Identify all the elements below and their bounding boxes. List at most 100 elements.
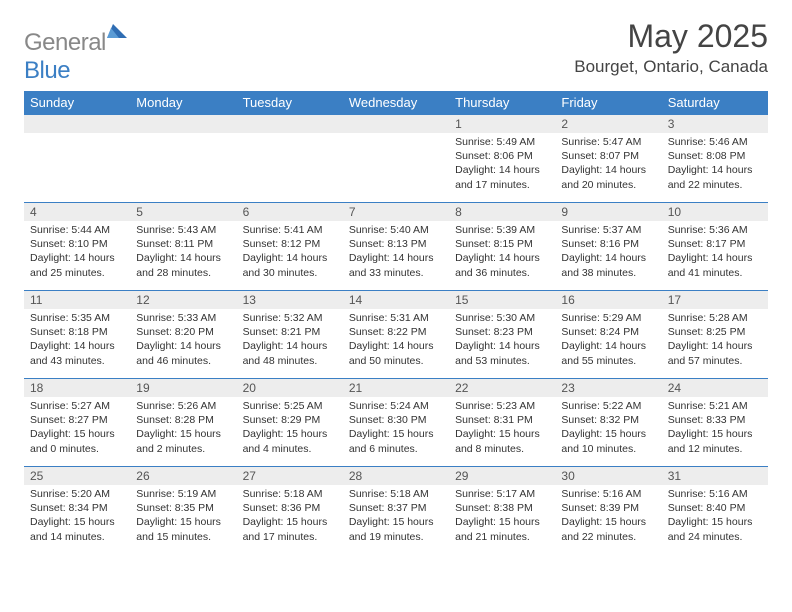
day-number: 31 (662, 466, 768, 485)
daylight-label: Daylight: 15 hours and 14 minutes. (30, 515, 124, 543)
sunset-label: Sunset: 8:23 PM (455, 325, 549, 339)
day-number: 30 (555, 466, 661, 485)
weekday-header: Friday (555, 91, 661, 114)
day-number: 29 (449, 466, 555, 485)
calendar-day-cell: 4Sunrise: 5:44 AMSunset: 8:10 PMDaylight… (24, 202, 130, 290)
sunrise-label: Sunrise: 5:47 AM (561, 135, 655, 149)
sunrise-label: Sunrise: 5:20 AM (30, 487, 124, 501)
day-number: 23 (555, 378, 661, 397)
day-number: 28 (343, 466, 449, 485)
calendar-day-cell: 8Sunrise: 5:39 AMSunset: 8:15 PMDaylight… (449, 202, 555, 290)
calendar-day-cell: 17Sunrise: 5:28 AMSunset: 8:25 PMDayligh… (662, 290, 768, 378)
day-details: Sunrise: 5:44 AMSunset: 8:10 PMDaylight:… (24, 221, 130, 284)
day-number: 22 (449, 378, 555, 397)
daylight-label: Daylight: 14 hours and 36 minutes. (455, 251, 549, 279)
sunset-label: Sunset: 8:36 PM (243, 501, 337, 515)
logo-text: General Blue (24, 24, 127, 85)
day-details: Sunrise: 5:47 AMSunset: 8:07 PMDaylight:… (555, 133, 661, 196)
calendar-day-cell: 16Sunrise: 5:29 AMSunset: 8:24 PMDayligh… (555, 290, 661, 378)
daylight-label: Daylight: 14 hours and 43 minutes. (30, 339, 124, 367)
calendar-day-cell: 29Sunrise: 5:17 AMSunset: 8:38 PMDayligh… (449, 466, 555, 554)
day-details: Sunrise: 5:21 AMSunset: 8:33 PMDaylight:… (662, 397, 768, 460)
calendar-table: SundayMondayTuesdayWednesdayThursdayFrid… (24, 91, 768, 554)
sunrise-label: Sunrise: 5:35 AM (30, 311, 124, 325)
day-number: 10 (662, 202, 768, 221)
sunrise-label: Sunrise: 5:37 AM (561, 223, 655, 237)
sunrise-label: Sunrise: 5:32 AM (243, 311, 337, 325)
daylight-label: Daylight: 15 hours and 21 minutes. (455, 515, 549, 543)
sunrise-label: Sunrise: 5:33 AM (136, 311, 230, 325)
page-title: May 2025 (574, 18, 768, 55)
sunrise-label: Sunrise: 5:28 AM (668, 311, 762, 325)
sunset-label: Sunset: 8:17 PM (668, 237, 762, 251)
day-number: 13 (237, 290, 343, 309)
title-block: May 2025 Bourget, Ontario, Canada (574, 18, 768, 77)
sunset-label: Sunset: 8:35 PM (136, 501, 230, 515)
daylight-label: Daylight: 15 hours and 0 minutes. (30, 427, 124, 455)
day-details: Sunrise: 5:33 AMSunset: 8:20 PMDaylight:… (130, 309, 236, 372)
calendar-day-cell: 20Sunrise: 5:25 AMSunset: 8:29 PMDayligh… (237, 378, 343, 466)
day-details: Sunrise: 5:20 AMSunset: 8:34 PMDaylight:… (24, 485, 130, 548)
sunset-label: Sunset: 8:32 PM (561, 413, 655, 427)
calendar-day-cell (130, 114, 236, 202)
daylight-label: Daylight: 14 hours and 38 minutes. (561, 251, 655, 279)
daylight-label: Daylight: 15 hours and 22 minutes. (561, 515, 655, 543)
day-details: Sunrise: 5:46 AMSunset: 8:08 PMDaylight:… (662, 133, 768, 196)
sunrise-label: Sunrise: 5:39 AM (455, 223, 549, 237)
logo: General Blue (24, 24, 127, 85)
daylight-label: Daylight: 15 hours and 19 minutes. (349, 515, 443, 543)
daylight-label: Daylight: 14 hours and 25 minutes. (30, 251, 124, 279)
day-details: Sunrise: 5:36 AMSunset: 8:17 PMDaylight:… (662, 221, 768, 284)
sunrise-label: Sunrise: 5:16 AM (668, 487, 762, 501)
calendar-week-row: 4Sunrise: 5:44 AMSunset: 8:10 PMDaylight… (24, 202, 768, 290)
sunset-label: Sunset: 8:22 PM (349, 325, 443, 339)
calendar-day-cell: 1Sunrise: 5:49 AMSunset: 8:06 PMDaylight… (449, 114, 555, 202)
sunrise-label: Sunrise: 5:24 AM (349, 399, 443, 413)
calendar-day-cell: 30Sunrise: 5:16 AMSunset: 8:39 PMDayligh… (555, 466, 661, 554)
day-number: 11 (24, 290, 130, 309)
calendar-day-cell: 28Sunrise: 5:18 AMSunset: 8:37 PMDayligh… (343, 466, 449, 554)
day-details: Sunrise: 5:16 AMSunset: 8:40 PMDaylight:… (662, 485, 768, 548)
calendar-day-cell: 15 Sunrise: 5:30 AMSunset: 8:23 PMDayligh… (449, 290, 555, 378)
daylight-label: Daylight: 14 hours and 22 minutes. (668, 163, 762, 191)
calendar-day-cell: 14Sunrise: 5:31 AMSunset: 8:22 PMDayligh… (343, 290, 449, 378)
sunset-label: Sunset: 8:31 PM (455, 413, 549, 427)
daylight-label: Daylight: 14 hours and 50 minutes. (349, 339, 443, 367)
day-details: Sunrise: 5:43 AMSunset: 8:11 PMDaylight:… (130, 221, 236, 284)
day-details: Sunrise: 5:18 AMSunset: 8:36 PMDaylight:… (237, 485, 343, 548)
day-details: Sunrise: 5:24 AMSunset: 8:30 PMDaylight:… (343, 397, 449, 460)
daylight-label: Daylight: 14 hours and 53 minutes. (455, 339, 549, 367)
daylight-label: Daylight: 15 hours and 8 minutes. (455, 427, 549, 455)
daylight-label: Daylight: 15 hours and 6 minutes. (349, 427, 443, 455)
sunrise-label: Sunrise: 5:17 AM (455, 487, 549, 501)
day-number: 15 (449, 290, 555, 309)
day-details: Sunrise: 5:18 AMSunset: 8:37 PMDaylight:… (343, 485, 449, 548)
calendar-day-cell (237, 114, 343, 202)
daylight-label: Daylight: 14 hours and 41 minutes. (668, 251, 762, 279)
day-details: Sunrise: 5:23 AMSunset: 8:31 PMDaylight:… (449, 397, 555, 460)
day-number: 7 (343, 202, 449, 221)
calendar-day-cell: 6Sunrise: 5:41 AMSunset: 8:12 PMDaylight… (237, 202, 343, 290)
sunset-label: Sunset: 8:40 PM (668, 501, 762, 515)
calendar-day-cell (343, 114, 449, 202)
logo-flag-icon (107, 24, 127, 42)
day-details: Sunrise: 5:37 AMSunset: 8:16 PMDaylight:… (555, 221, 661, 284)
day-number: 1 (449, 114, 555, 133)
daylight-label: Daylight: 15 hours and 12 minutes. (668, 427, 762, 455)
daylight-label: Daylight: 15 hours and 2 minutes. (136, 427, 230, 455)
calendar-day-cell: 18Sunrise: 5:27 AMSunset: 8:27 PMDayligh… (24, 378, 130, 466)
sunset-label: Sunset: 8:07 PM (561, 149, 655, 163)
sunrise-label: Sunrise: 5:25 AM (243, 399, 337, 413)
day-number: 12 (130, 290, 236, 309)
calendar-body: 1Sunrise: 5:49 AMSunset: 8:06 PMDaylight… (24, 114, 768, 554)
day-number: 25 (24, 466, 130, 485)
daylight-label: Daylight: 14 hours and 33 minutes. (349, 251, 443, 279)
daylight-label: Daylight: 14 hours and 57 minutes. (668, 339, 762, 367)
sunrise-label: Sunrise: 5:41 AM (243, 223, 337, 237)
daylight-label: Daylight: 15 hours and 10 minutes. (561, 427, 655, 455)
sunrise-label: Sunrise: 5:30 AM (455, 311, 549, 325)
day-number: 5 (130, 202, 236, 221)
sunset-label: Sunset: 8:30 PM (349, 413, 443, 427)
weekday-header: Monday (130, 91, 236, 114)
day-number: 17 (662, 290, 768, 309)
